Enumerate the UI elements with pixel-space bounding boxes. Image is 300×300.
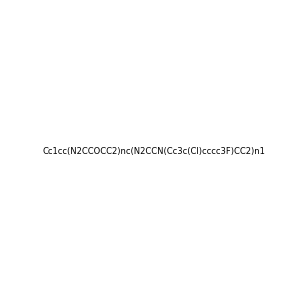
Text: Cc1cc(N2CCOCC2)nc(N2CCN(Cc3c(Cl)cccc3F)CC2)n1: Cc1cc(N2CCOCC2)nc(N2CCN(Cc3c(Cl)cccc3F)C… — [42, 147, 265, 156]
